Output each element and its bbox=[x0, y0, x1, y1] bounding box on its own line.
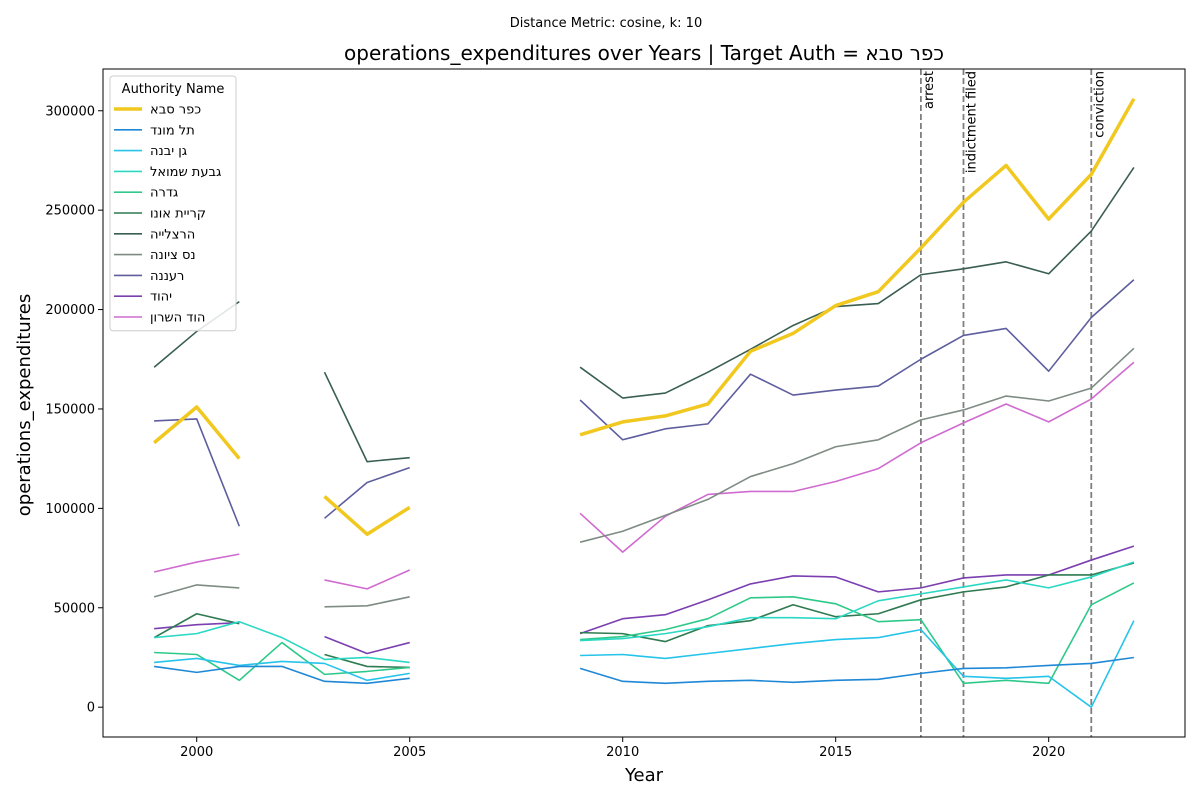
series-line bbox=[153, 347, 1135, 608]
y-tick-label: 300000 bbox=[45, 104, 95, 119]
x-tick-label: 2010 bbox=[606, 745, 639, 760]
x-tick-label: 2020 bbox=[1032, 745, 1065, 760]
legend-entry: גבעת שמואל bbox=[150, 165, 221, 180]
series-line bbox=[154, 545, 1135, 655]
x-tick-label: 2005 bbox=[393, 745, 426, 760]
event-label: arrest bbox=[922, 71, 937, 109]
y-axis-label: operations_expenditures bbox=[14, 294, 35, 516]
series-line bbox=[154, 620, 1135, 708]
chart-suptitle: Distance Metric: cosine, k: 10 bbox=[510, 16, 702, 31]
series-line bbox=[154, 279, 1135, 527]
y-tick-label: 250000 bbox=[45, 204, 95, 219]
legend-entry: תל מונד bbox=[150, 123, 195, 138]
y-tick-label: 0 bbox=[87, 701, 95, 716]
y-tick-label: 100000 bbox=[45, 502, 95, 517]
chart-title: operations_expenditures over Years | Tar… bbox=[344, 41, 944, 65]
legend-title: Authority Name bbox=[122, 82, 225, 97]
series-line bbox=[154, 656, 1134, 685]
x-tick-label: 2000 bbox=[180, 745, 213, 760]
legend-entry: קריית אונו bbox=[150, 207, 206, 222]
x-axis-label: Year bbox=[624, 765, 664, 786]
legend-entry: רעננה bbox=[150, 269, 184, 284]
legend-entry: הרצלייה bbox=[150, 227, 195, 242]
legend-entry: נס ציונה bbox=[150, 248, 196, 263]
legend-box bbox=[109, 75, 237, 332]
legend-entry: גדרה bbox=[150, 186, 178, 201]
legend-entry: כפר סבא bbox=[150, 103, 201, 118]
event-label: conviction bbox=[1092, 71, 1107, 138]
y-tick-label: 200000 bbox=[45, 303, 95, 318]
series-line bbox=[154, 582, 1135, 685]
y-tick-label: 50000 bbox=[54, 601, 95, 616]
legend-entry: גן יבנה bbox=[150, 144, 187, 159]
series-line bbox=[154, 561, 1135, 664]
legend: Authority Name כפר סבא תל מונד גן יבנה גבעת … bbox=[109, 75, 237, 332]
axes-frame bbox=[102, 68, 1186, 738]
y-tick-label: 150000 bbox=[45, 402, 95, 417]
event-label: indictment filed bbox=[964, 71, 979, 173]
x-tick-label: 2015 bbox=[819, 745, 852, 760]
legend-entry: הוד השרון bbox=[150, 311, 205, 326]
legend-entry: יהוד bbox=[150, 290, 172, 305]
series-line bbox=[152, 97, 1136, 536]
